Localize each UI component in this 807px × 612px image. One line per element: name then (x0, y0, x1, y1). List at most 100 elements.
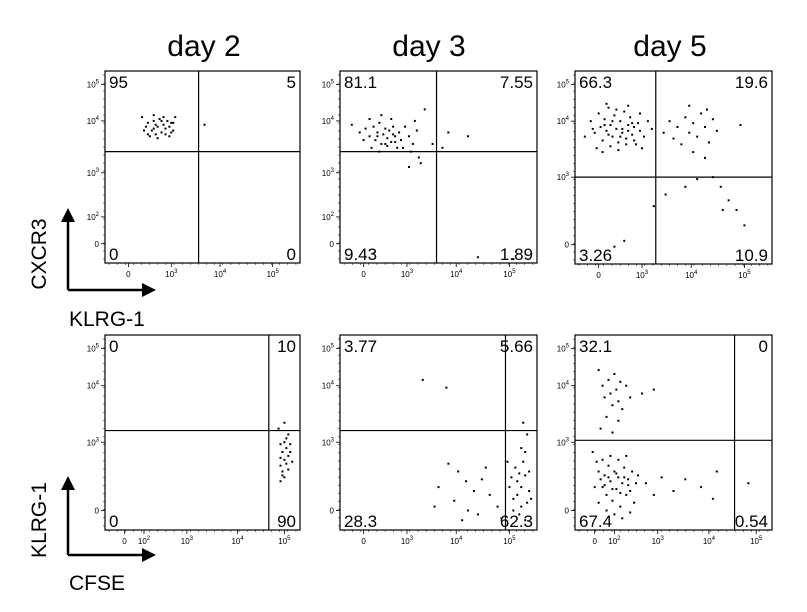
panel-top-day-2-point (148, 135, 151, 138)
panel-top-day-5-point (711, 118, 714, 121)
panel-bottom-day-3-point (524, 451, 527, 453)
panel-top-day-2-quadrant-bottom-left: 0 (109, 245, 118, 264)
panel-top-day-2-x-tick-label: 103 (165, 269, 178, 279)
panel-bottom-day-3-point (516, 493, 519, 496)
panel-bottom-day-2-quadrant-top-right: 10 (277, 337, 296, 356)
panel-bottom-day-5-point (621, 517, 624, 520)
panel-bottom-day-2-point (287, 433, 290, 436)
panel-bottom-day-3-point (512, 509, 515, 512)
panel-top-day-5-y-tick-label: 105 (557, 80, 570, 90)
panel-top-day-3-quadrant-bottom-right: 1.89 (500, 245, 533, 264)
panel-bottom-day-3-y-tick-label: 105 (322, 344, 335, 354)
panel-bottom-day-5-point (625, 384, 628, 387)
panel-bottom-day-2-point (289, 451, 292, 453)
panel-bottom-day-2-y-tick-label: 104 (87, 381, 100, 391)
panel-bottom-day-5-point (631, 470, 634, 473)
panel-top-day-3-point (394, 141, 397, 144)
panel-top-day-2-point (158, 118, 161, 120)
panel-top-day-5-quadrant-top-right: 19.6 (735, 73, 768, 92)
panel-bottom-day-3-point (508, 486, 511, 489)
panel-top-day-5-quadrant-bottom-left: 3.26 (579, 246, 612, 265)
panel-bottom-day-3-quadrant-bottom-right: 62.3 (500, 512, 533, 531)
panel-top-day-3-point (380, 114, 383, 117)
panel-top-day-3-point (370, 146, 373, 149)
panel-top-day-2-frame (104, 70, 301, 264)
panel-bottom-day-2-y-tick-label: 103 (87, 437, 100, 447)
panel-bottom-day-5-point (603, 474, 606, 477)
panel-bottom-day-5-point (637, 474, 640, 477)
panel-top-day-3-point (362, 139, 365, 142)
legend-bottom-y-arrow-head (61, 476, 75, 490)
panel-bottom-day-5-y-tick-label: 103 (557, 437, 570, 447)
panel-top-day-2-point (160, 119, 163, 122)
panel-top-day-5-point (739, 124, 742, 127)
panel-top-day-2-quadrant-bottom-right: 0 (287, 245, 296, 264)
panel-bottom-day-5-point (635, 482, 638, 485)
panel-top-day-2-point (164, 127, 167, 130)
panel-top-day-5-point (696, 135, 699, 138)
panel-top-day-3-quadrant-top-left: 81.1 (344, 73, 377, 92)
panel-bottom-day-5-point (605, 415, 608, 418)
panel-top-day-3-point (415, 129, 418, 132)
panel-bottom-day-2-point (283, 476, 286, 479)
panel-top-day-5-point (735, 208, 738, 211)
panel-top-day-5-point (591, 127, 594, 130)
panel-top-day-2-point (203, 123, 206, 126)
panel-top-day-5-point (631, 133, 634, 136)
panel-bottom-day-5-point (684, 478, 687, 481)
legend-bottom-x-label: CFSE (69, 572, 125, 595)
panel-bottom-day-3-quadrant-bottom-left: 28.3 (344, 512, 377, 531)
panel-bottom-day-3-point (433, 505, 436, 508)
panel-bottom-day-5-point (619, 505, 622, 508)
panel-top-day-5-point (613, 245, 616, 248)
panel-top-day-3-point (378, 121, 381, 124)
panel-top-day-2-point (172, 121, 175, 124)
panel-bottom-day-2-quadrant-bottom-left: 0 (109, 512, 118, 531)
panel-top-day-5-point (605, 102, 608, 105)
panel-top-day-3-point (350, 123, 353, 126)
panel-top-day-5-point (684, 185, 687, 188)
panel-top-day-5-point (603, 118, 606, 121)
panel-top-day-3-y-tick-label: 102 (322, 212, 335, 222)
panel-top-day-5-point (727, 199, 730, 202)
panel-bottom-day-2-y-tick-label: 105 (87, 344, 100, 354)
panel-bottom-day-5-x-tick-label: 104 (703, 536, 716, 546)
panel-top-day-5-point (611, 120, 614, 123)
panel-top-day-2-point (146, 121, 149, 124)
panel-top-day-3-quadrant-bottom-left: 9.43 (344, 245, 377, 264)
panel-top-day-5-point (609, 145, 612, 148)
panel-top-day-5-x-tick-label: 0 (596, 271, 601, 280)
panel-top-day-5-point (599, 125, 602, 128)
panel-bottom-day-5-point (607, 464, 610, 467)
panel-bottom-day-5-point (619, 491, 622, 494)
panel-top-day-3-point (384, 127, 387, 130)
panel-top-day-3-point (372, 125, 375, 128)
panel-top-day-5-point (595, 147, 598, 150)
panel-bottom-day-5-frame (574, 334, 773, 531)
panel-top-day-5-point (705, 108, 708, 111)
panel-top-day-5-point (743, 224, 746, 227)
panel-bottom-day-3-point (510, 476, 513, 479)
panel-bottom-day-3-point (522, 421, 525, 424)
panel-top-day-5-point (611, 135, 614, 138)
panel-top-day-3-point (388, 129, 391, 132)
panel-bottom-day-2-point (283, 421, 286, 424)
panel-top-day-5-point (704, 156, 707, 159)
panel-top-day-3-point (467, 135, 470, 138)
panel-top-day-2-point (156, 125, 159, 128)
panel-bottom-day-5-point (603, 396, 606, 399)
panel-bottom-day-3-point (445, 386, 448, 389)
panel-bottom-day-5-x-tick-label: 105 (750, 536, 763, 546)
panel-top-day-2-x-tick-label: 105 (267, 269, 280, 279)
panel-bottom-day-5-quadrant-bottom-left: 67.4 (579, 512, 612, 531)
panel-bottom-day-2-x-tick-label: 103 (181, 536, 194, 546)
panel-bottom-day-5-point (595, 460, 598, 463)
panel-bottom-day-5-point (601, 486, 604, 489)
panel-top-day-2-point (174, 116, 177, 119)
panel-top-day-3-point (374, 139, 377, 142)
panel-bottom-day-2-point (291, 460, 294, 463)
panel-top-day-5-point (629, 116, 632, 119)
legend-bottom-x-arrow-head (142, 548, 156, 562)
panel-bottom-day-3-x-tick-label: 104 (450, 536, 463, 546)
panel-top-day-5-point (617, 141, 620, 144)
